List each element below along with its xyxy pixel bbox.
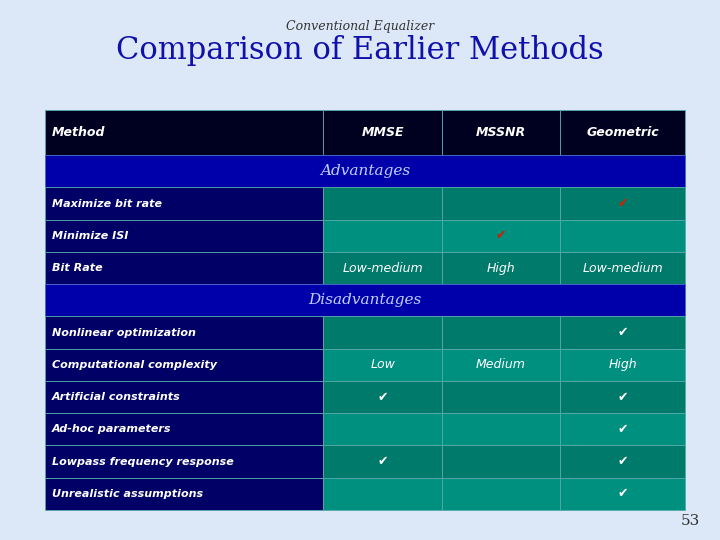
Bar bbox=[560, 478, 685, 510]
Bar bbox=[45, 110, 323, 155]
Bar bbox=[560, 349, 685, 381]
Bar bbox=[560, 252, 685, 284]
Bar bbox=[45, 284, 685, 316]
Text: Computational complexity: Computational complexity bbox=[52, 360, 217, 370]
Bar bbox=[442, 413, 560, 446]
Bar bbox=[442, 381, 560, 413]
Text: 53: 53 bbox=[680, 514, 700, 528]
Bar bbox=[323, 349, 442, 381]
Bar bbox=[45, 478, 323, 510]
Text: Comparison of Earlier Methods: Comparison of Earlier Methods bbox=[116, 35, 604, 66]
Bar bbox=[45, 187, 323, 220]
Bar bbox=[442, 316, 560, 349]
Text: Unrealistic assumptions: Unrealistic assumptions bbox=[52, 489, 203, 499]
Text: Disadvantages: Disadvantages bbox=[308, 293, 422, 307]
Text: High: High bbox=[487, 261, 516, 275]
Text: Medium: Medium bbox=[476, 359, 526, 372]
Text: MMSE: MMSE bbox=[361, 126, 404, 139]
Text: MSSNR: MSSNR bbox=[476, 126, 526, 139]
Text: Artificial constraints: Artificial constraints bbox=[52, 392, 181, 402]
Bar bbox=[45, 349, 323, 381]
Text: Advantages: Advantages bbox=[320, 164, 410, 178]
Bar bbox=[560, 446, 685, 478]
Text: ✔: ✔ bbox=[617, 326, 628, 339]
Text: ✔: ✔ bbox=[617, 423, 628, 436]
Bar bbox=[45, 155, 685, 187]
Text: Low-medium: Low-medium bbox=[582, 261, 663, 275]
Text: ✔: ✔ bbox=[377, 390, 388, 403]
Bar bbox=[442, 478, 560, 510]
Text: ✔: ✔ bbox=[617, 197, 628, 210]
Bar bbox=[323, 446, 442, 478]
Bar bbox=[45, 381, 323, 413]
Bar bbox=[442, 110, 560, 155]
Text: Minimize ISI: Minimize ISI bbox=[52, 231, 128, 241]
Text: Ad-hoc parameters: Ad-hoc parameters bbox=[52, 424, 171, 434]
Bar bbox=[323, 413, 442, 446]
Bar bbox=[323, 220, 442, 252]
Text: Bit Rate: Bit Rate bbox=[52, 263, 103, 273]
Text: ✔: ✔ bbox=[377, 455, 388, 468]
Bar bbox=[442, 252, 560, 284]
Bar bbox=[442, 446, 560, 478]
Bar bbox=[45, 316, 323, 349]
Bar bbox=[442, 187, 560, 220]
Text: Low: Low bbox=[370, 359, 395, 372]
Text: ✔: ✔ bbox=[496, 230, 506, 242]
Bar bbox=[560, 187, 685, 220]
Text: Geometric: Geometric bbox=[586, 126, 659, 139]
Text: ✔: ✔ bbox=[617, 455, 628, 468]
Text: Lowpass frequency response: Lowpass frequency response bbox=[52, 457, 234, 467]
Bar bbox=[323, 381, 442, 413]
Bar bbox=[323, 187, 442, 220]
Text: ✔: ✔ bbox=[617, 488, 628, 501]
Text: Conventional Equalizer: Conventional Equalizer bbox=[286, 20, 434, 33]
Bar bbox=[560, 110, 685, 155]
Bar bbox=[45, 220, 323, 252]
Bar bbox=[442, 349, 560, 381]
Text: High: High bbox=[608, 359, 637, 372]
Bar bbox=[45, 413, 323, 446]
Bar bbox=[560, 316, 685, 349]
Bar bbox=[442, 220, 560, 252]
Text: Method: Method bbox=[52, 126, 106, 139]
Bar bbox=[323, 110, 442, 155]
Bar bbox=[323, 252, 442, 284]
Bar bbox=[560, 220, 685, 252]
Text: Nonlinear optimization: Nonlinear optimization bbox=[52, 328, 196, 338]
Text: ✔: ✔ bbox=[617, 390, 628, 403]
Bar bbox=[560, 381, 685, 413]
Bar bbox=[323, 316, 442, 349]
Bar bbox=[560, 413, 685, 446]
Text: Low-medium: Low-medium bbox=[342, 261, 423, 275]
Bar bbox=[323, 478, 442, 510]
Text: Maximize bit rate: Maximize bit rate bbox=[52, 199, 162, 208]
Bar bbox=[45, 252, 323, 284]
Bar bbox=[45, 446, 323, 478]
